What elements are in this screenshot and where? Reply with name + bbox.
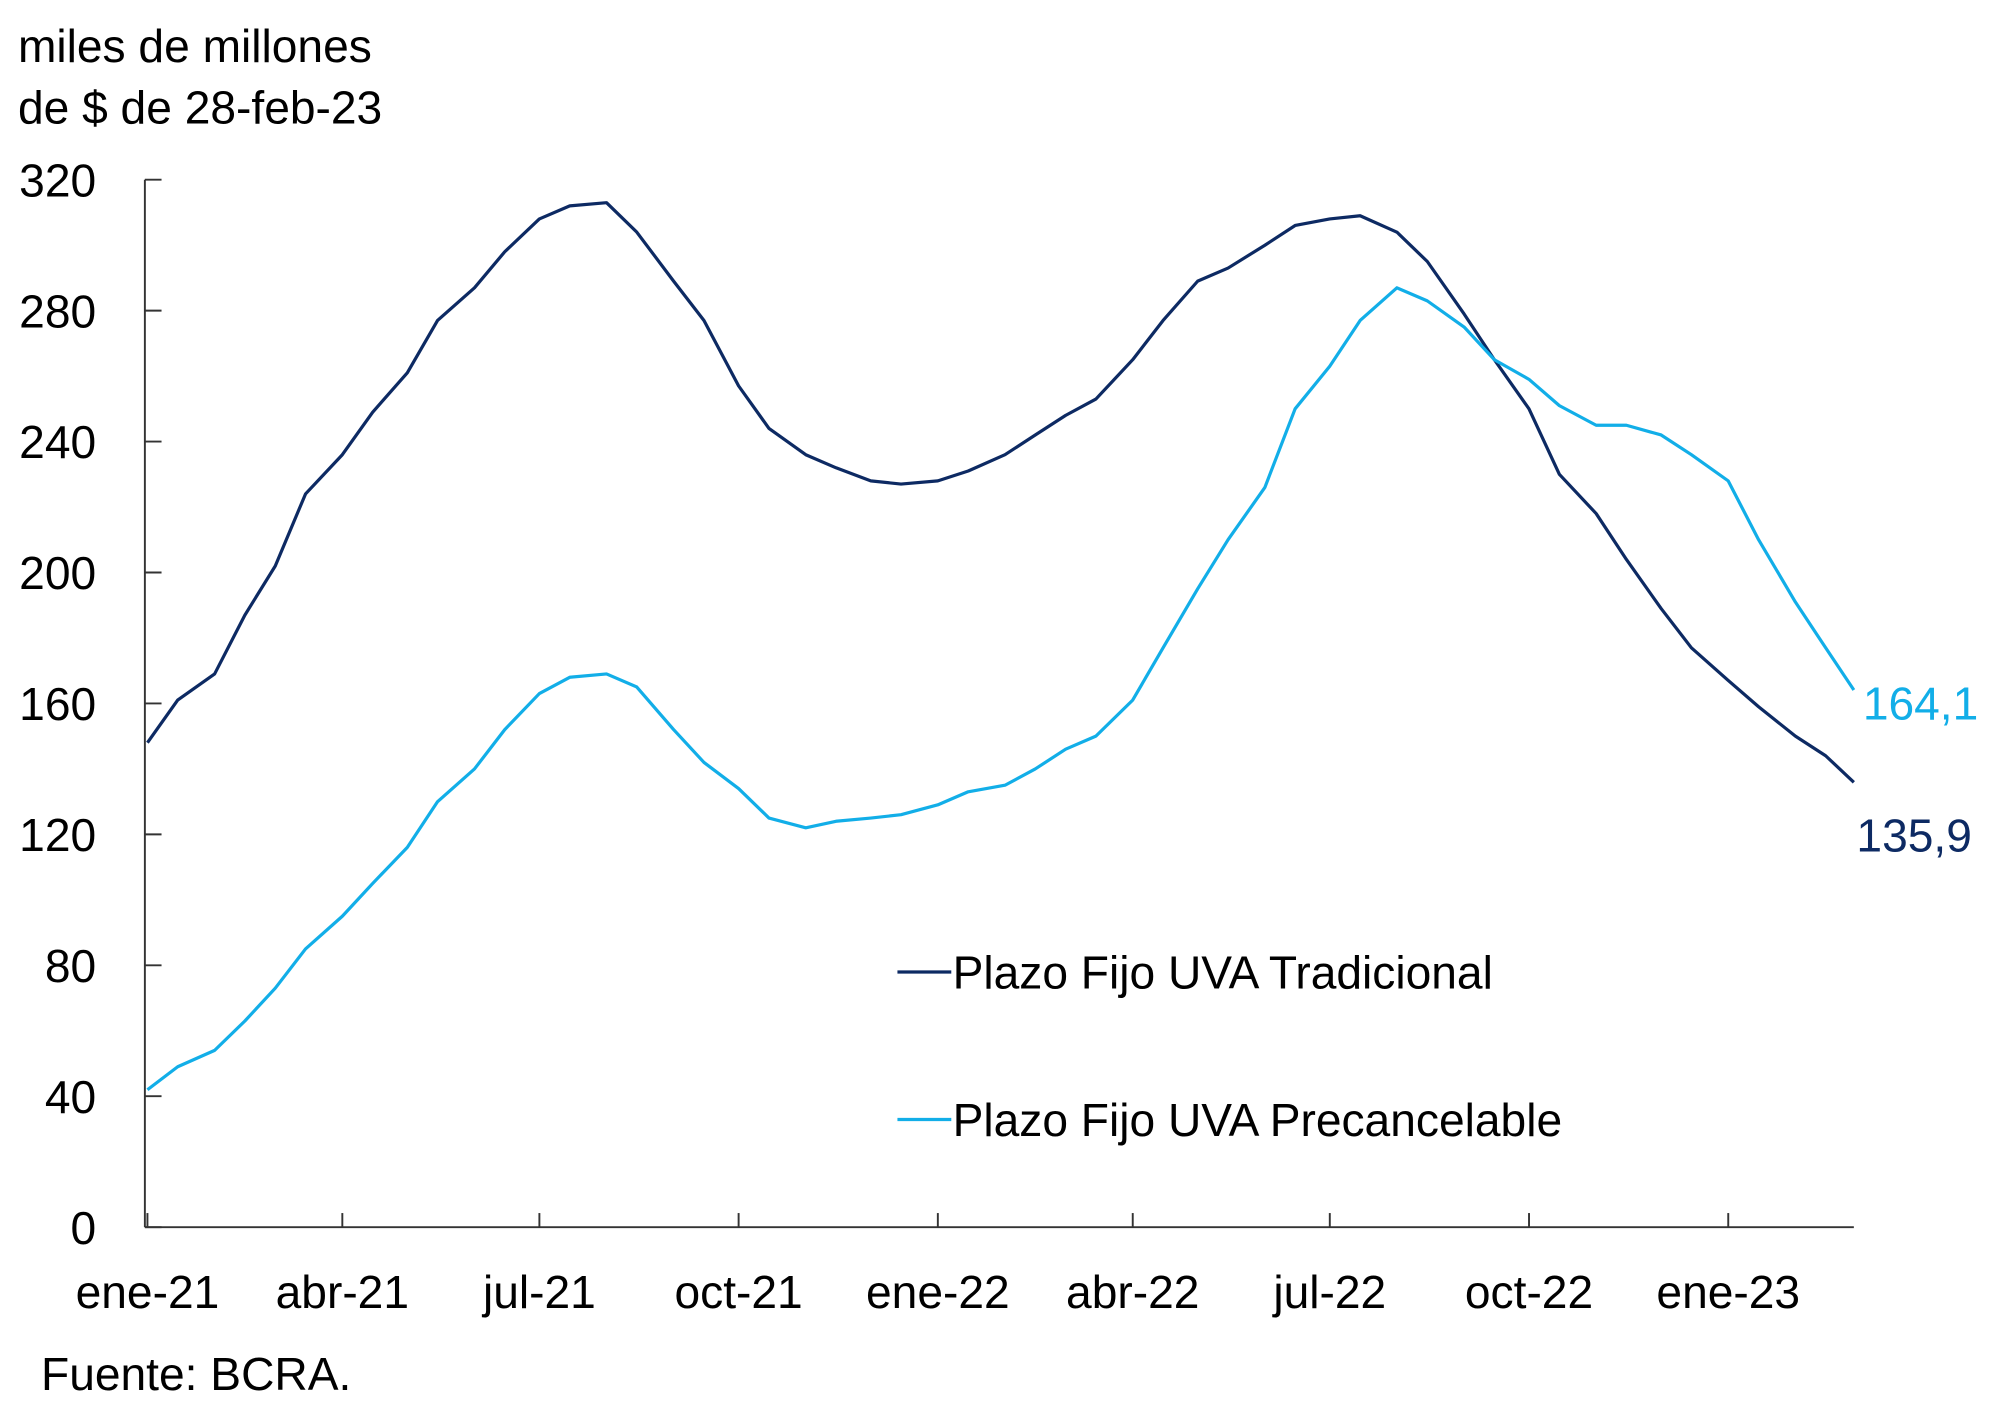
axes: 0 40 80 120 160 200 240 280 320 ene-21 abr-21 jul-2… bbox=[19, 154, 1854, 1318]
x-tick-label: abr-22 bbox=[1066, 1266, 1199, 1318]
y-tick-label: 40 bbox=[45, 1071, 96, 1123]
x-tick-label: jul-21 bbox=[481, 1266, 596, 1318]
source-note: Fuente: BCRA. bbox=[41, 1348, 351, 1400]
y-tick-label: 200 bbox=[19, 547, 96, 599]
x-tick-label: ene-22 bbox=[866, 1266, 1010, 1318]
y-tick-label: 280 bbox=[19, 285, 96, 337]
series-line-tradicional bbox=[146, 201, 1855, 784]
y-tick-label: 0 bbox=[70, 1202, 96, 1254]
x-tick-label: oct-22 bbox=[1465, 1266, 1593, 1318]
y-tick-label: 160 bbox=[19, 678, 96, 730]
y-tick-label: 240 bbox=[19, 416, 96, 468]
legend-label-precancelable: Plazo Fijo UVA Precancelable bbox=[953, 1094, 1563, 1146]
end-label-tradicional: 135,9 bbox=[1856, 810, 1971, 862]
series-lines bbox=[146, 201, 1856, 1091]
x-tick-label: abr-21 bbox=[276, 1266, 409, 1318]
y-tick-label: 80 bbox=[45, 940, 96, 992]
y-axis-unit-line-2: de $ de 28-feb-23 bbox=[18, 81, 382, 133]
end-label-precancelable: 164,1 bbox=[1863, 677, 1978, 729]
x-tick-label: oct-21 bbox=[674, 1266, 802, 1318]
y-tick-label: 120 bbox=[19, 809, 96, 861]
legend: Plazo Fijo UVA Tradicional Plazo Fijo UV… bbox=[897, 947, 1562, 1146]
x-tick-label: jul-22 bbox=[1271, 1266, 1386, 1318]
y-axis-unit-line-1: miles de millones bbox=[18, 20, 372, 72]
series-line-precancelable bbox=[146, 286, 1856, 1091]
legend-label-tradicional: Plazo Fijo UVA Tradicional bbox=[953, 947, 1493, 999]
y-tick-label: 320 bbox=[19, 154, 96, 206]
x-tick-label: ene-21 bbox=[76, 1266, 220, 1318]
x-tick-label: ene-23 bbox=[1656, 1266, 1800, 1318]
